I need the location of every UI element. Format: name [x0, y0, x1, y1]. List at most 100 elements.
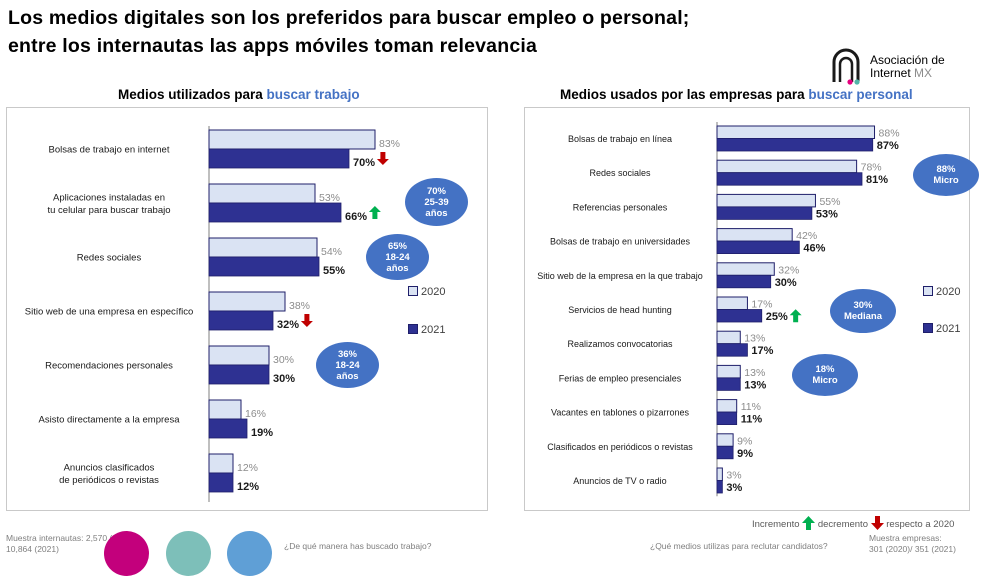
left-bar-2021: [208, 472, 234, 493]
left-callout-text-3: 36% 18-24 años: [335, 348, 360, 382]
right-sample-line-1: Muestra empresas:: [869, 533, 942, 543]
right-question-note: ¿Qué medios utilizas para reclutar candi…: [650, 541, 828, 551]
right-label-2020: 13%: [744, 367, 765, 379]
right-legend-2021: 2021: [923, 323, 960, 335]
key-increase-label: Incremento: [752, 519, 800, 530]
right-label-2021: 3%: [726, 482, 742, 494]
right-category-label: Redes sociales: [589, 168, 651, 178]
right-label-2020: 42%: [796, 230, 817, 242]
left-bar-2020: [208, 291, 286, 312]
decor-circle-teal: [166, 531, 211, 576]
right-label-2020: 55%: [819, 196, 840, 208]
right-bar-2021: [716, 411, 738, 426]
left-label-2021: 66%: [345, 211, 367, 223]
right-category-label: Vacantes en tablones o pizarrones: [551, 408, 689, 418]
right-label-2020: 11%: [741, 401, 761, 413]
right-category-label: Realizamos convocatorias: [567, 339, 673, 349]
right-bar-2020: [716, 467, 723, 481]
left-bar-2020: [208, 453, 234, 474]
right-bar-2020: [716, 330, 741, 345]
left-category-label: Asisto directamente a la empresa: [39, 415, 181, 426]
right-category-label: Ferias de empleo presenciales: [559, 373, 682, 383]
left-category-label: Bolsas de trabajo en internet: [49, 145, 170, 156]
logo-text-internet: Internet: [870, 66, 911, 80]
right-category-label: Bolsas de trabajo en universidades: [550, 237, 691, 247]
right-callout-bubble-1: 88% Micro: [913, 154, 979, 196]
right-label-2021: 17%: [751, 345, 773, 357]
left-chart-panel: 83% 70% Bolsas de trabajo en internet 53% 66…: [6, 107, 488, 511]
left-chart-title: Medios utilizados para buscar trabajo: [118, 87, 360, 102]
left-category-label: Aplicaciones instaladas en: [53, 192, 165, 203]
decrease-arrow-icon: [870, 516, 884, 530]
left-callout-text-2: 65% 18-24 años: [385, 240, 410, 274]
right-bar-2021: [716, 274, 772, 289]
left-bar-2020: [208, 237, 318, 258]
left-label-2020: 12%: [237, 462, 258, 474]
right-bar-2020: [716, 262, 775, 276]
right-chart-panel: 88% 87% Bolsas de trabajo en línea 78% 81% Re…: [524, 107, 979, 511]
left-label-2020: 38%: [289, 300, 310, 312]
title-line-2: entre los internautas las apps móviles t…: [8, 35, 538, 57]
right-bar-2020: [716, 159, 858, 174]
right-category-label: Bolsas de trabajo en línea: [568, 134, 672, 144]
left-bar-2021: [208, 256, 320, 277]
right-label-2021: 30%: [775, 277, 797, 289]
right-bar-2020: [716, 433, 734, 447]
left-category-label: tu celular para buscar trabajo: [47, 205, 170, 216]
left-label-2020: 30%: [273, 354, 294, 366]
right-legend-2020: 2020: [923, 286, 960, 298]
left-bar-2021: [208, 148, 350, 169]
right-callout-text-2: 30% Mediana: [843, 300, 882, 322]
right-bar-2020: [716, 125, 876, 139]
right-sample-note: Muestra empresas: 301 (2020)/ 351 (2021): [869, 533, 956, 555]
left-label-2020: 16%: [245, 408, 266, 420]
right-label-2020: 13%: [744, 333, 765, 345]
title-line-1: Los medios digitales son los preferidos …: [8, 7, 690, 29]
right-bar-2020: [716, 399, 738, 413]
logo-text-line-2: Internet MX: [870, 67, 932, 80]
left-label-2021: 70%: [353, 157, 375, 169]
left-callout-bubble-3: 36% 18-24 años: [316, 342, 379, 388]
right-bar-chart: 88%87% Bolsas de trabajo en línea 78%81% Re…: [537, 122, 900, 497]
left-trend-up-icon: [368, 206, 381, 219]
right-label-2020: 3%: [726, 470, 741, 482]
right-bar-2021: [716, 480, 723, 494]
right-category-label: Sitio web de la empresa en la que trabaj…: [537, 271, 703, 281]
decor-circle-magenta: [104, 531, 149, 576]
left-trend-down-icon: [300, 314, 313, 327]
left-bar-2020: [208, 399, 242, 420]
right-bar-2021: [716, 343, 748, 357]
left-category-label: Redes sociales: [77, 253, 142, 264]
left-category-label: de periódicos o revistas: [59, 475, 159, 486]
right-bar-2021: [716, 206, 813, 220]
right-label-2021: 11%: [741, 414, 763, 426]
left-label-2020: 53%: [319, 192, 340, 204]
right-category-label: Clasificados en periódicos o revistas: [547, 442, 693, 452]
right-bar-2020: [716, 296, 748, 310]
left-chart-title-plain: Medios utilizados para: [118, 87, 267, 102]
legend-label-2020: 2020: [421, 286, 446, 298]
left-bar-2021: [208, 418, 248, 439]
right-bar-2020: [716, 364, 741, 379]
right-bar-2021: [716, 172, 863, 186]
right-bar-2021: [716, 240, 800, 255]
left-sample-line-1: Muestra internautas: 2,570 (2020)/: [6, 533, 137, 543]
left-sample-line-2: 10,864 (2021): [6, 544, 59, 554]
right-category-label: Anuncios de TV o radio: [573, 476, 666, 486]
key-decrease-label: decremento: [817, 519, 868, 530]
right-bar-2021: [716, 445, 734, 460]
right-label-2021: 46%: [803, 243, 825, 255]
legend-swatch-2020: [408, 286, 418, 296]
left-bar-2020: [208, 183, 316, 204]
left-chart-title-highlight: buscar trabajo: [266, 87, 360, 102]
left-question-note: ¿De qué manera has buscado trabajo?: [284, 541, 432, 551]
right-bar-2020: [716, 193, 816, 208]
right-label-2020: 88%: [879, 128, 900, 140]
right-chart-title: Medios usados por las empresas para busc…: [560, 87, 913, 102]
logo-text-mx: MX: [914, 66, 933, 80]
left-label-2020: 54%: [321, 246, 342, 258]
left-category-label: Sitio web de una empresa en específico: [25, 307, 193, 318]
decor-circle-blue: [227, 531, 272, 576]
right-category-label: Referencias personales: [573, 202, 668, 212]
right-callout-text-3: 18% Micro: [812, 364, 838, 386]
